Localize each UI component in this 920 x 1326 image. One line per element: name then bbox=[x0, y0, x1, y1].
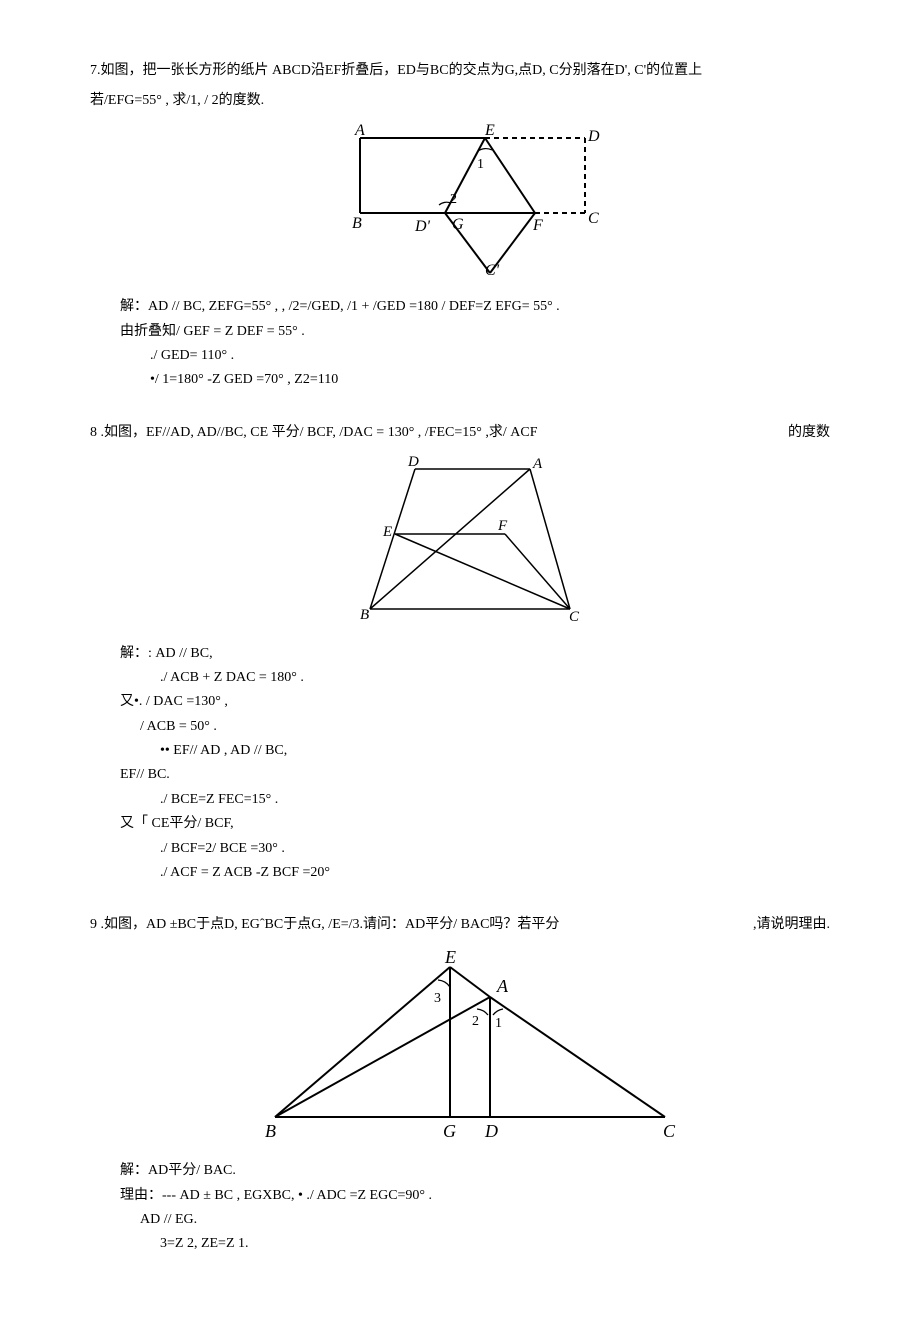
problem-8-solution: 解：: AD // BC, ./ ACB + Z DAC = 180° . 又•… bbox=[120, 643, 850, 885]
problem-8-figure-wrapper: D A E F B C bbox=[90, 454, 850, 632]
label-b: B bbox=[352, 215, 362, 232]
problem-7-text-2: 若/EFG=55° , 求/1, / 2的度数. bbox=[90, 90, 850, 112]
p9-sol-4: 3=Z 2, ZE=Z 1. bbox=[160, 1233, 850, 1255]
p8-label-f: F bbox=[497, 518, 508, 534]
problem-9-svg: E A B G D C 3 2 1 bbox=[255, 947, 685, 1142]
p9-sol-1: 解：AD平分/ BAC. bbox=[120, 1160, 850, 1182]
problem-7-svg: A E D B D' G F C C' 1 2 bbox=[330, 123, 610, 278]
p8-text-right: 的度数 bbox=[788, 422, 830, 444]
problem-7-figure: A E D B D' G F C C' 1 2 bbox=[330, 123, 610, 278]
p7-sol-4: •/ 1=180° -Z GED =70° , Z2=110 bbox=[150, 369, 850, 391]
p8-text-main: 8 .如图，EF//AD, AD//BC, CE 平分/ BCF, /DAC =… bbox=[90, 425, 538, 440]
p9-text-right: ,请说明理由. bbox=[753, 914, 830, 936]
p9-label-a: A bbox=[496, 976, 509, 996]
p8-sol-10: ./ ACF = Z ACB -Z BCF =20° bbox=[160, 862, 850, 884]
p9-label-3: 3 bbox=[434, 991, 441, 1006]
p9-label-g: G bbox=[443, 1121, 456, 1141]
p8-sol-5: •• EF// AD , AD // BC, bbox=[160, 740, 850, 762]
p8-sol-9: ./ BCF=2/ BCE =30° . bbox=[160, 838, 850, 860]
problem-9-text-1: 9 .如图，AD ±BC于点D, EGˆBC于点G, /E=/3.请问：AD平分… bbox=[90, 914, 850, 936]
p9-label-b: B bbox=[265, 1121, 276, 1141]
label-dp: D' bbox=[414, 218, 431, 235]
p9-sol-2: 理由：--- AD ± BC , EGXBC, • ./ ADC =Z EGC=… bbox=[120, 1185, 850, 1207]
problem-7: 7.如图，把一张长方形的纸片 ABCD沿EF折叠后，ED与BC的交点为G,点D,… bbox=[90, 60, 850, 392]
problem-9-figure: E A B G D C 3 2 1 bbox=[255, 947, 685, 1142]
problem-8-figure: D A E F B C bbox=[355, 454, 585, 624]
p9-label-c: C bbox=[663, 1121, 676, 1141]
p9-label-e: E bbox=[444, 947, 456, 967]
p8-sol-3: 又•. / DAC =130° , bbox=[120, 691, 850, 713]
p8-label-c: C bbox=[569, 609, 580, 624]
p8-sol-7: ./ BCE=Z FEC=15° . bbox=[160, 789, 850, 811]
p8-label-a: A bbox=[532, 456, 543, 472]
problem-7-figure-wrapper: A E D B D' G F C C' 1 2 bbox=[90, 123, 850, 286]
p8-label-b: B bbox=[360, 607, 369, 623]
problem-9-figure-wrapper: E A B G D C 3 2 1 bbox=[90, 947, 850, 1150]
p9-text-main: 9 .如图，AD ±BC于点D, EGˆBC于点G, /E=/3.请问：AD平分… bbox=[90, 917, 559, 932]
label-f: F bbox=[532, 217, 543, 234]
label-2: 2 bbox=[450, 192, 457, 207]
p9-label-d: D bbox=[484, 1121, 498, 1141]
p9-label-1: 1 bbox=[495, 1016, 502, 1031]
label-g: G bbox=[452, 216, 464, 233]
p8-sol-4: / ACB = 50° . bbox=[140, 716, 850, 738]
label-a: A bbox=[354, 123, 365, 139]
label-d: D bbox=[587, 128, 600, 145]
p8-label-e: E bbox=[382, 524, 392, 540]
problem-9-solution: 解：AD平分/ BAC. 理由：--- AD ± BC , EGXBC, • .… bbox=[120, 1160, 850, 1256]
p8-label-d: D bbox=[407, 454, 419, 470]
label-cp: C' bbox=[485, 262, 500, 278]
p9-sol-3: AD // EG. bbox=[140, 1209, 850, 1231]
p7-sol-3: ./ GED= 110° . bbox=[150, 345, 850, 367]
problem-8: 8 .如图，EF//AD, AD//BC, CE 平分/ BCF, /DAC =… bbox=[90, 422, 850, 885]
problem-8-svg: D A E F B C bbox=[355, 454, 585, 624]
p9-label-2: 2 bbox=[472, 1014, 479, 1029]
label-1: 1 bbox=[477, 157, 484, 172]
problem-9: 9 .如图，AD ±BC于点D, EGˆBC于点G, /E=/3.请问：AD平分… bbox=[90, 914, 850, 1255]
p7-sol-1: 解：AD // BC, ZEFG=55° , , /2=/GED, /1 + /… bbox=[120, 296, 850, 318]
p8-sol-2: ./ ACB + Z DAC = 180° . bbox=[160, 667, 850, 689]
p8-sol-8: 又「 CE平分/ BCF, bbox=[120, 813, 850, 835]
p8-sol-6: EF// BC. bbox=[120, 764, 850, 786]
label-e: E bbox=[484, 123, 495, 139]
p7-sol-2: 由折叠知/ GEF = Z DEF = 55° . bbox=[120, 321, 850, 343]
label-c: C bbox=[588, 210, 599, 227]
problem-7-solution: 解：AD // BC, ZEFG=55° , , /2=/GED, /1 + /… bbox=[120, 296, 850, 392]
p8-sol-1: 解：: AD // BC, bbox=[120, 643, 850, 665]
problem-8-text-1: 8 .如图，EF//AD, AD//BC, CE 平分/ BCF, /DAC =… bbox=[90, 422, 850, 444]
problem-7-text-1: 7.如图，把一张长方形的纸片 ABCD沿EF折叠后，ED与BC的交点为G,点D,… bbox=[90, 60, 850, 82]
